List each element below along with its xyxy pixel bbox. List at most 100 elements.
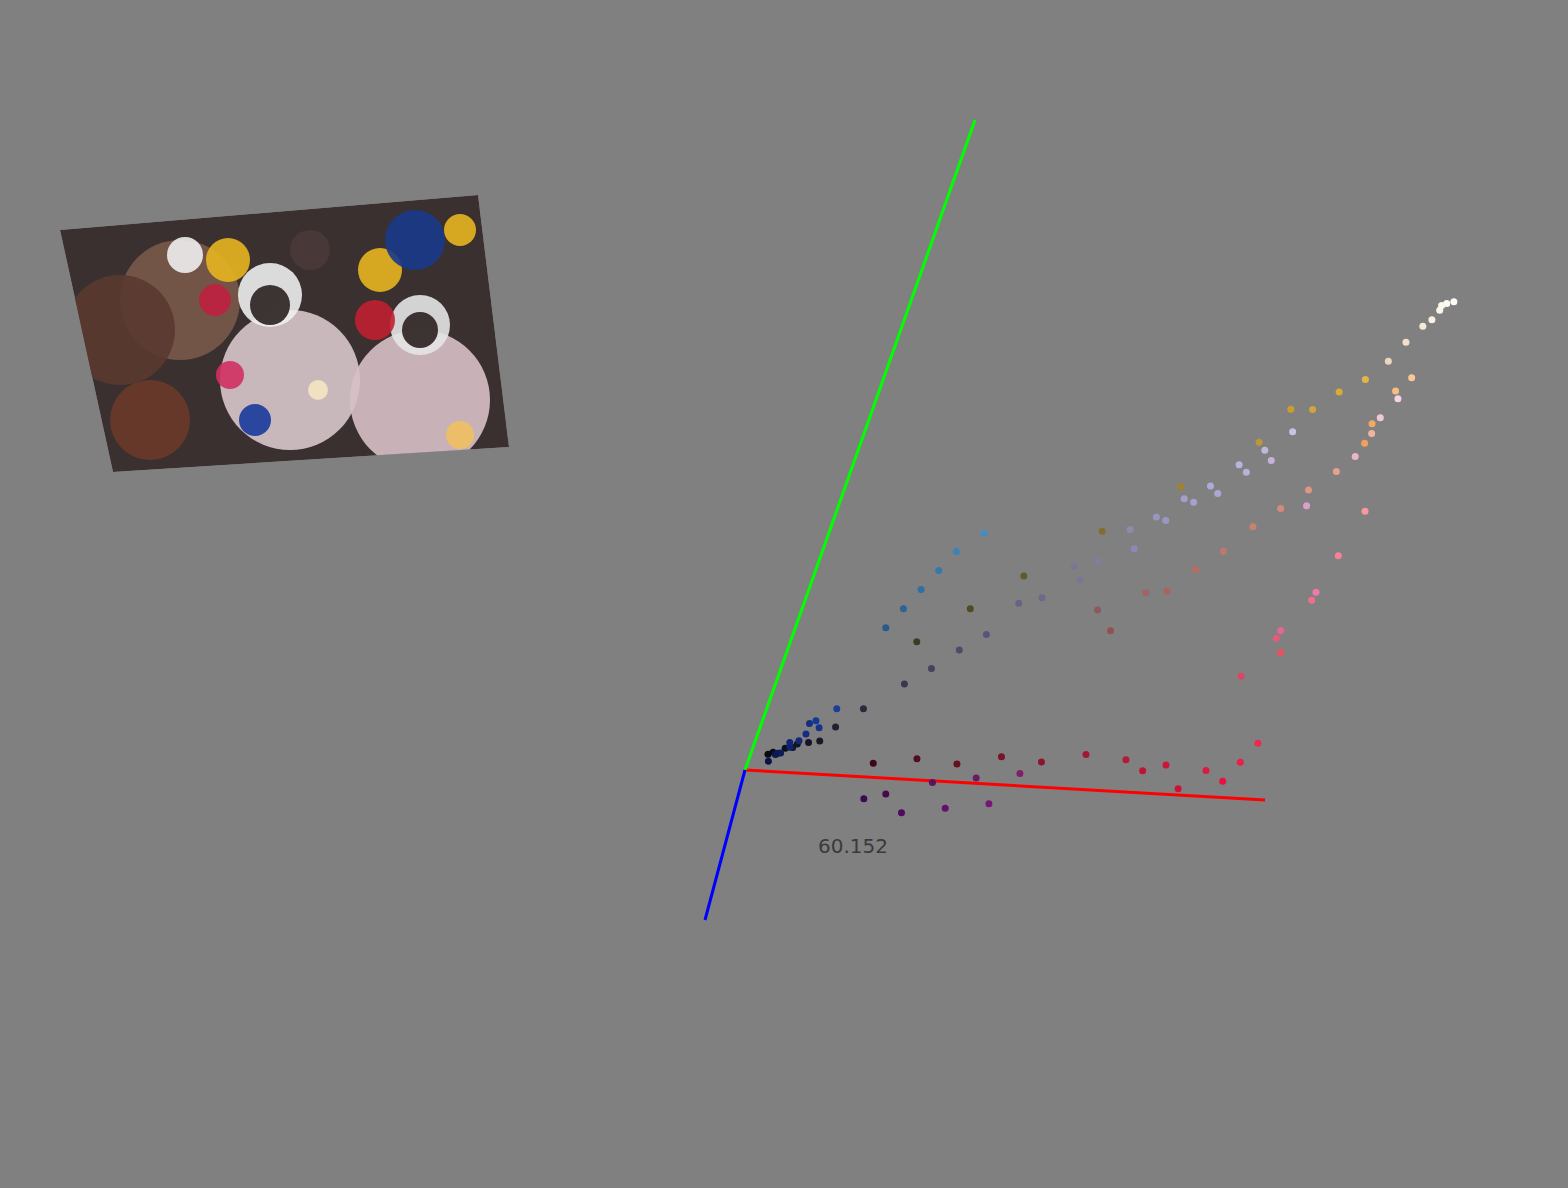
color-point bbox=[1333, 468, 1340, 475]
photo-detail bbox=[65, 275, 175, 385]
color-point bbox=[1268, 457, 1275, 464]
color-point bbox=[1254, 740, 1261, 747]
color-point bbox=[1082, 751, 1089, 758]
annotation: 60.152 bbox=[818, 834, 888, 858]
color-point bbox=[764, 751, 771, 758]
color-point bbox=[812, 717, 819, 724]
color-point bbox=[901, 680, 908, 687]
color-point bbox=[1039, 594, 1046, 601]
color-point bbox=[983, 631, 990, 638]
color-point bbox=[900, 605, 907, 612]
color-point bbox=[1261, 447, 1268, 454]
color-point bbox=[816, 724, 823, 731]
axes bbox=[705, 120, 1265, 920]
color-point bbox=[860, 795, 867, 802]
color-point bbox=[1139, 767, 1146, 774]
axis-line bbox=[705, 770, 745, 920]
color-point bbox=[1214, 490, 1221, 497]
photo-detail bbox=[308, 380, 328, 400]
color-point bbox=[1249, 523, 1256, 530]
color-point bbox=[956, 647, 963, 654]
color-point bbox=[795, 737, 802, 744]
color-point bbox=[860, 705, 867, 712]
color-point bbox=[1220, 548, 1227, 555]
photo-thumbnail bbox=[60, 195, 509, 472]
color-point bbox=[998, 753, 1005, 760]
color-point bbox=[1402, 339, 1409, 346]
photo-detail bbox=[444, 214, 476, 246]
color-point bbox=[1071, 563, 1078, 570]
photo-detail bbox=[238, 263, 302, 327]
photo-detail bbox=[167, 237, 203, 273]
color-point bbox=[1273, 635, 1280, 642]
color-point bbox=[816, 737, 823, 744]
color-point bbox=[1256, 439, 1263, 446]
color-point bbox=[1309, 406, 1316, 413]
color-point bbox=[1238, 673, 1245, 680]
color-point bbox=[1162, 517, 1169, 524]
color-point bbox=[1175, 785, 1182, 792]
color-point bbox=[913, 638, 920, 645]
color-point bbox=[1016, 770, 1023, 777]
color-point bbox=[935, 567, 942, 574]
color-point bbox=[1038, 758, 1045, 765]
color-point bbox=[1450, 298, 1457, 305]
color-point bbox=[985, 800, 992, 807]
color-point bbox=[1394, 395, 1401, 402]
color-point bbox=[1020, 572, 1027, 579]
color-point bbox=[1287, 406, 1294, 413]
color-point bbox=[870, 760, 877, 767]
color-point bbox=[1392, 387, 1399, 394]
color-point bbox=[802, 731, 809, 738]
photo-detail bbox=[216, 361, 244, 389]
color-point bbox=[1361, 440, 1368, 447]
color-point bbox=[1142, 589, 1149, 596]
color-point bbox=[953, 548, 960, 555]
color-point bbox=[1163, 587, 1170, 594]
color-point bbox=[833, 705, 840, 712]
color-point bbox=[1277, 505, 1284, 512]
color-point bbox=[772, 751, 779, 758]
color-point bbox=[1181, 495, 1188, 502]
color-point bbox=[1162, 762, 1169, 769]
color-point bbox=[1408, 374, 1415, 381]
color-point bbox=[981, 530, 988, 537]
color-point bbox=[1202, 767, 1209, 774]
points bbox=[764, 298, 1457, 816]
photo-detail bbox=[110, 380, 190, 460]
axis-line bbox=[745, 770, 1265, 800]
background bbox=[0, 0, 1568, 1188]
color-point bbox=[1277, 627, 1284, 634]
color-point bbox=[898, 809, 905, 816]
photo-detail bbox=[385, 210, 445, 270]
photo-detail bbox=[206, 238, 250, 282]
color-point bbox=[1362, 376, 1369, 383]
color-point bbox=[1099, 528, 1106, 535]
color-point bbox=[1015, 600, 1022, 607]
color-point bbox=[1236, 461, 1243, 468]
color-point bbox=[1428, 316, 1435, 323]
color-point bbox=[1277, 649, 1284, 656]
color-point bbox=[1336, 388, 1343, 395]
color-point bbox=[1122, 756, 1129, 763]
color-point bbox=[1312, 589, 1319, 596]
color-point bbox=[1107, 627, 1114, 634]
color-point bbox=[1237, 759, 1244, 766]
color-point bbox=[1438, 302, 1445, 309]
color-point bbox=[1305, 487, 1312, 494]
photo-detail bbox=[355, 300, 395, 340]
color-point bbox=[1077, 576, 1084, 583]
color-point bbox=[1153, 514, 1160, 521]
color-point bbox=[832, 724, 839, 731]
color-point bbox=[1094, 557, 1101, 564]
color-point bbox=[1308, 597, 1315, 604]
photo-detail bbox=[290, 230, 330, 270]
color-point bbox=[973, 775, 980, 782]
color-point bbox=[786, 739, 793, 746]
color-point bbox=[1377, 414, 1384, 421]
color-point bbox=[1127, 526, 1134, 533]
color-point bbox=[929, 779, 936, 786]
color-point bbox=[1352, 453, 1359, 460]
photo-detail bbox=[199, 284, 231, 316]
color-point bbox=[1219, 778, 1226, 785]
